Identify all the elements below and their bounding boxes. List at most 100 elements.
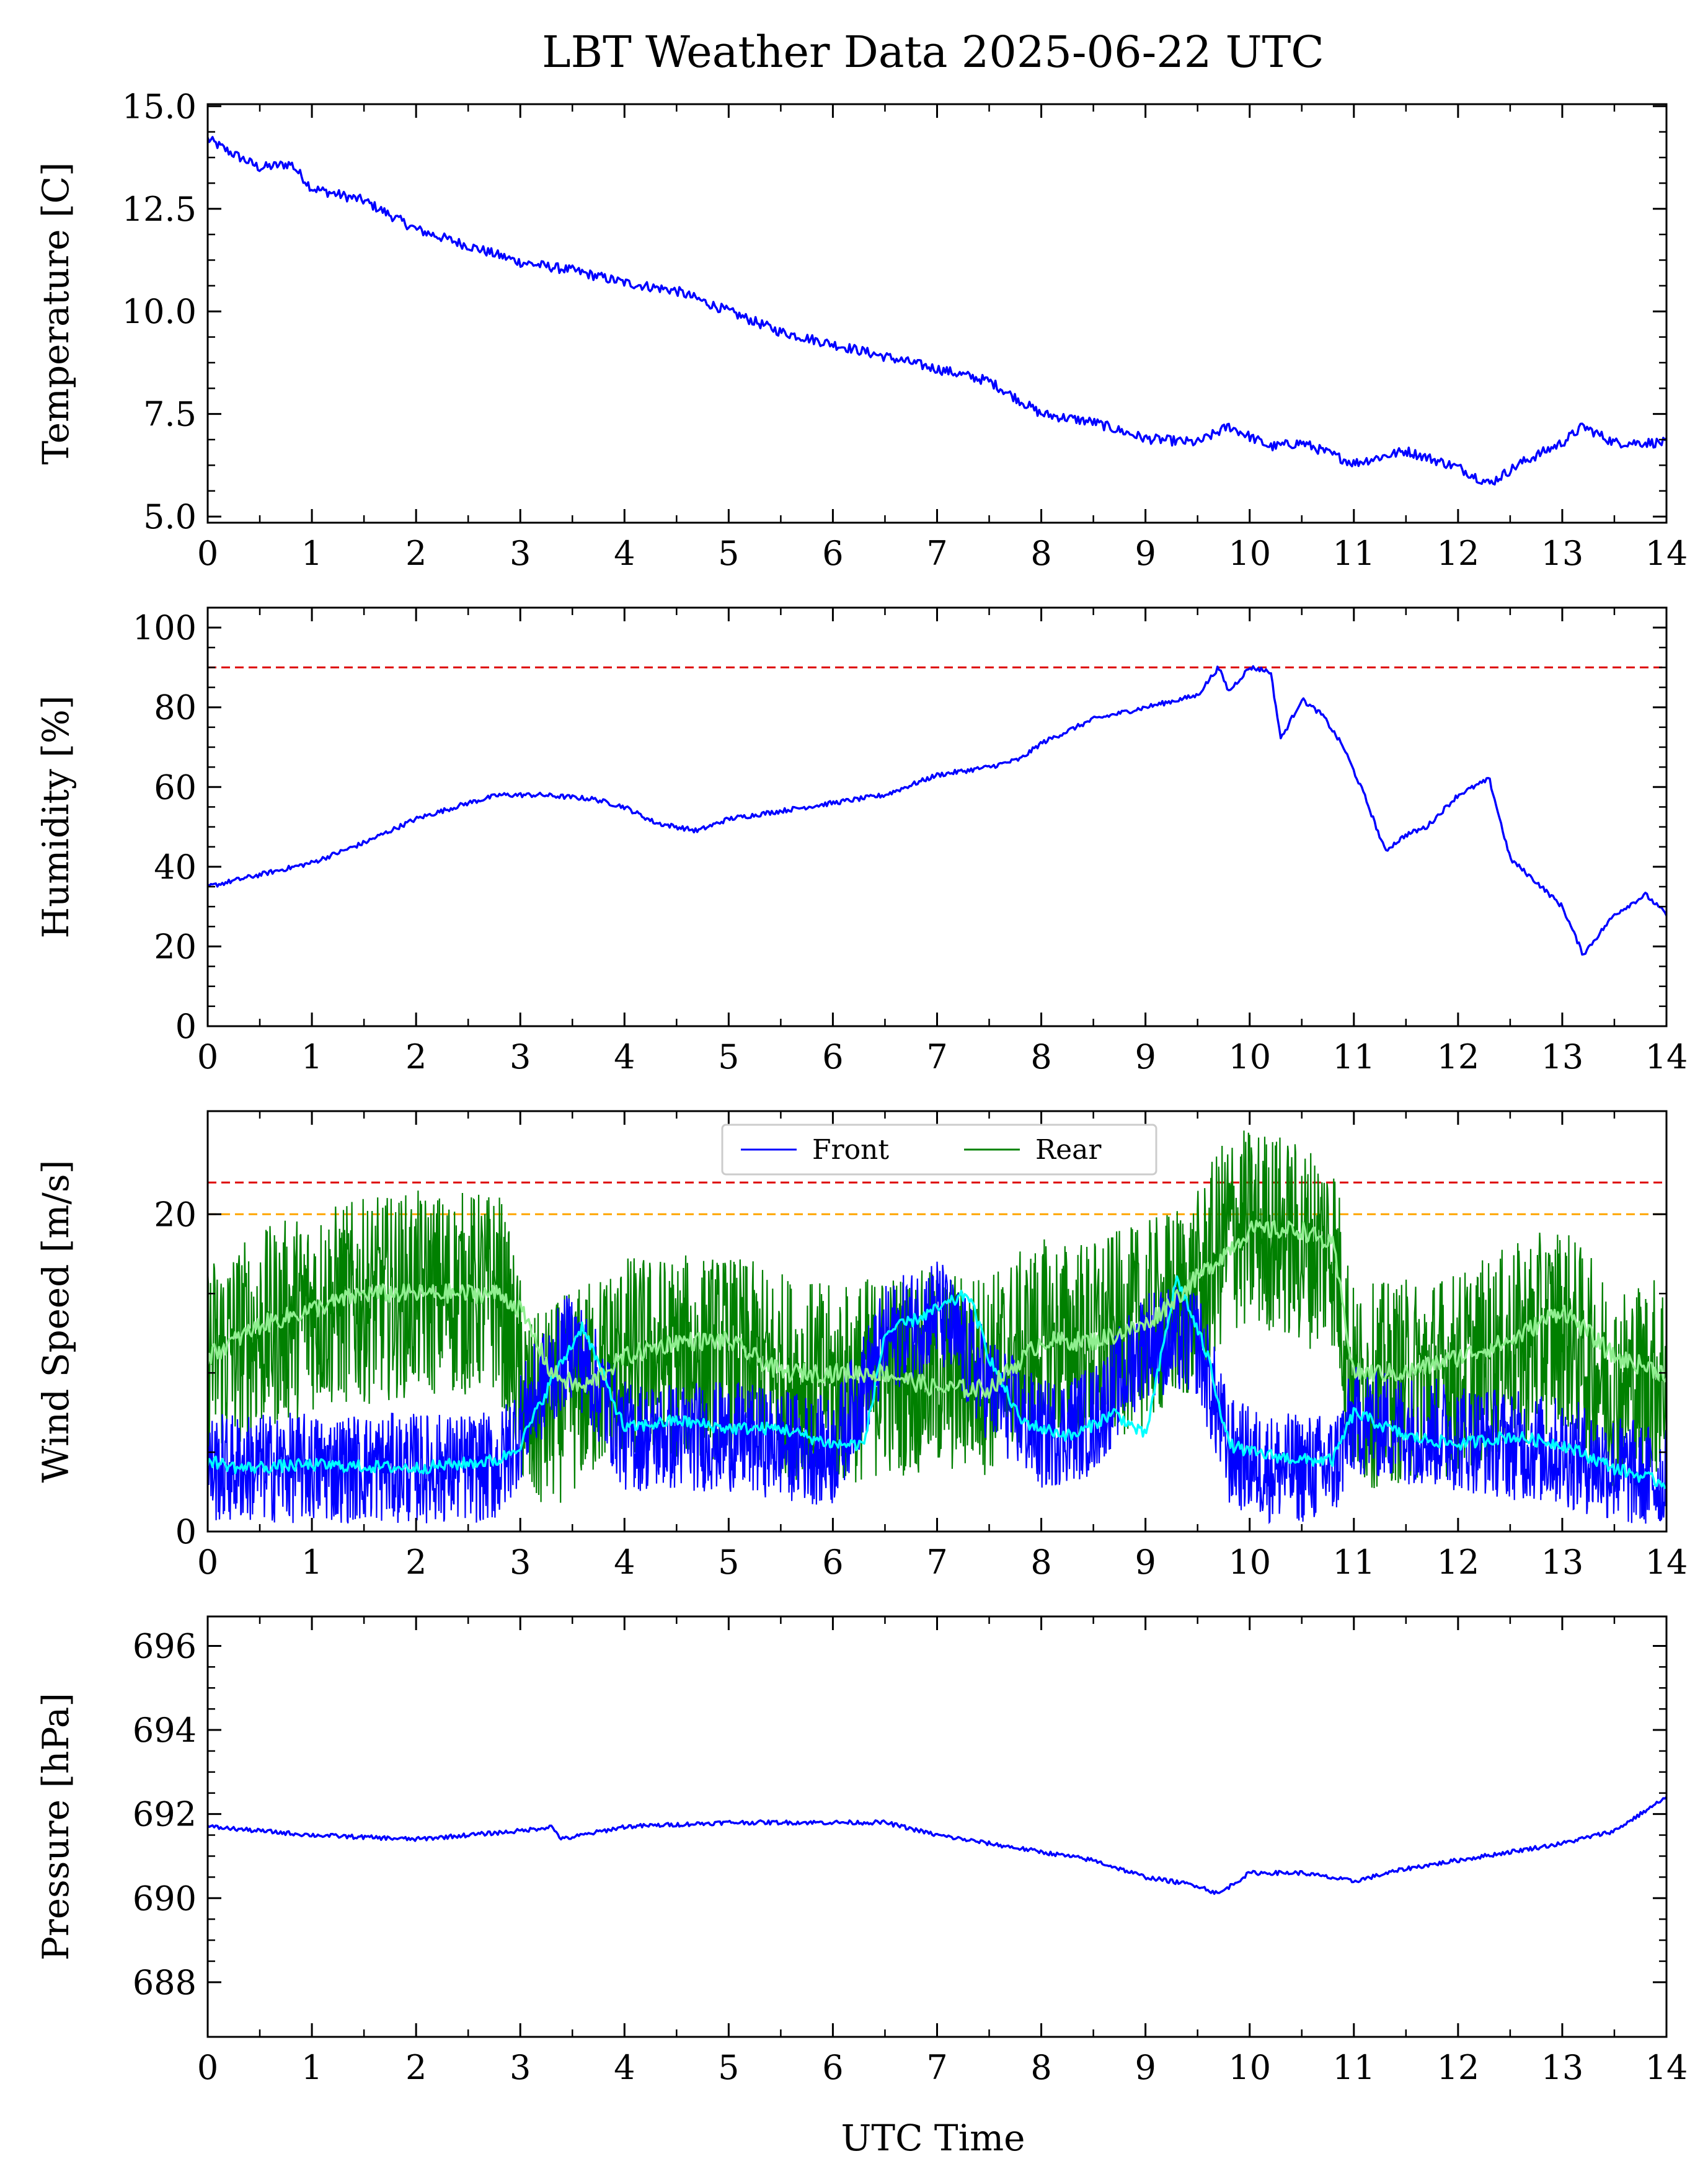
x-tick-label: 8 (1030, 2048, 1051, 2087)
y-tick-label: 7.5 (143, 395, 197, 434)
x-tick-label: 0 (197, 534, 218, 573)
figure-title: LBT Weather Data 2025-06-22 UTC (542, 27, 1324, 78)
x-tick-label: 6 (822, 1543, 843, 1582)
x-tick-label: 11 (1332, 534, 1375, 573)
x-tick-label: 6 (822, 534, 843, 573)
x-tick-label: 8 (1030, 1543, 1051, 1582)
x-tick-label: 5 (718, 1543, 739, 1582)
x-tick-label: 11 (1332, 1543, 1375, 1582)
plot-area (208, 1130, 1666, 1525)
x-tick-label: 6 (822, 2048, 843, 2087)
y-tick-label: 0 (175, 1512, 197, 1551)
series-line-1 (208, 665, 1666, 956)
x-tick-label: 12 (1436, 1037, 1479, 1076)
panel-4: 0 1 2 3 4 5 6 7 8 9 10 11 12 13 14688690692694696Press… (35, 1615, 1688, 2087)
y-tick-label: 692 (133, 1795, 197, 1834)
x-tick-label: 9 (1135, 1543, 1156, 1582)
plot-area (208, 136, 1666, 486)
series-line-4 (208, 1220, 1666, 1399)
x-tick-label: 10 (1228, 2048, 1271, 2087)
x-tick-label: 13 (1541, 1543, 1584, 1582)
x-tick-label: 13 (1541, 1037, 1584, 1076)
x-tick-label: 14 (1645, 1037, 1688, 1076)
x-tick-label: 1 (301, 1037, 322, 1076)
y-tick-label: 100 (133, 608, 197, 647)
x-tick-label: 2 (405, 1037, 427, 1076)
y-axis-label: Wind Speed [m/s] (35, 1160, 77, 1483)
x-tick-label: 13 (1541, 534, 1584, 573)
x-tick-label: 4 (614, 1037, 635, 1076)
legend-label-rear: Rear (1035, 1134, 1102, 1166)
x-tick-label: 8 (1030, 534, 1051, 573)
x-tick-label: 2 (405, 534, 427, 573)
x-tick-label: 5 (718, 534, 739, 573)
y-tick-label: 20 (154, 1195, 197, 1234)
panel-1: 0 1 2 3 4 5 6 7 8 9 10 11 12 13 145.07.510.012.515.0Te… (35, 87, 1688, 573)
x-tick-label: 12 (1436, 1543, 1479, 1582)
x-tick-label: 14 (1645, 1543, 1688, 1582)
x-tick-label: 0 (197, 1037, 218, 1076)
y-axis-label: Temperature [C] (35, 162, 77, 464)
y-tick-label: 40 (154, 848, 197, 887)
x-tick-label: 13 (1541, 2048, 1584, 2087)
y-tick-label: 694 (133, 1711, 197, 1750)
x-tick-label: 10 (1228, 1543, 1271, 1582)
x-tick-label: 3 (510, 534, 531, 573)
x-tick-label: 10 (1228, 534, 1271, 573)
x-tick-label: 7 (926, 2048, 947, 2087)
panel-2: 0 1 2 3 4 5 6 7 8 9 10 11 12 13 14020406080100Humidity… (35, 606, 1688, 1076)
series-line-1 (208, 136, 1666, 486)
x-tick-label: 6 (822, 1037, 843, 1076)
x-tick-label: 1 (301, 2048, 322, 2087)
y-tick-label: 80 (154, 688, 197, 727)
y-tick-label: 0 (175, 1007, 197, 1046)
y-tick-label: 5.0 (143, 497, 197, 536)
panel-frame (206, 1615, 1668, 2038)
legend-label-front: Front (812, 1134, 889, 1166)
x-tick-label: 7 (926, 1543, 947, 1582)
y-tick-label: 10.0 (122, 292, 197, 331)
x-tick-label: 4 (614, 2048, 635, 2087)
x-tick-label: 11 (1332, 2048, 1375, 2087)
plot-area (208, 665, 1666, 956)
x-tick-label: 10 (1228, 1037, 1271, 1076)
x-axis-label: UTC Time (841, 2117, 1025, 2159)
x-tick-label: 4 (614, 1543, 635, 1582)
x-tick-label: 9 (1135, 534, 1156, 573)
x-tick-label: 12 (1436, 534, 1479, 573)
x-tick-label: 8 (1030, 1037, 1051, 1076)
y-tick-label: 60 (154, 768, 197, 807)
x-tick-label: 3 (510, 1037, 531, 1076)
x-tick-label: 12 (1436, 2048, 1479, 2087)
x-tick-label: 3 (510, 1543, 531, 1582)
panel-frame (206, 103, 1668, 524)
x-tick-label: 0 (197, 1543, 218, 1582)
x-tick-label: 9 (1135, 2048, 1156, 2087)
x-tick-label: 4 (614, 534, 635, 573)
legend-box (721, 1124, 1157, 1176)
x-tick-label: 14 (1645, 534, 1688, 573)
x-tick-label: 14 (1645, 2048, 1688, 2087)
x-tick-label: 5 (718, 2048, 739, 2087)
x-tick-label: 11 (1332, 1037, 1375, 1076)
y-tick-label: 688 (133, 1963, 197, 2002)
y-axis-label: Pressure [hPa] (35, 1693, 77, 1961)
y-tick-label: 15.0 (122, 87, 197, 126)
y-tick-label: 690 (133, 1879, 197, 1918)
x-tick-label: 0 (197, 2048, 218, 2087)
x-tick-label: 1 (301, 1543, 322, 1582)
series-line-1 (208, 1796, 1666, 1895)
y-axis-label: Humidity [%] (35, 695, 77, 938)
plot-area (208, 1796, 1666, 1895)
x-tick-label: 3 (510, 2048, 531, 2087)
x-tick-label: 9 (1135, 1037, 1156, 1076)
y-tick-label: 696 (133, 1626, 197, 1665)
y-tick-label: 12.5 (122, 190, 197, 229)
x-tick-label: 7 (926, 1037, 947, 1076)
x-tick-label: 2 (405, 1543, 427, 1582)
x-tick-label: 7 (926, 534, 947, 573)
x-tick-label: 5 (718, 1037, 739, 1076)
